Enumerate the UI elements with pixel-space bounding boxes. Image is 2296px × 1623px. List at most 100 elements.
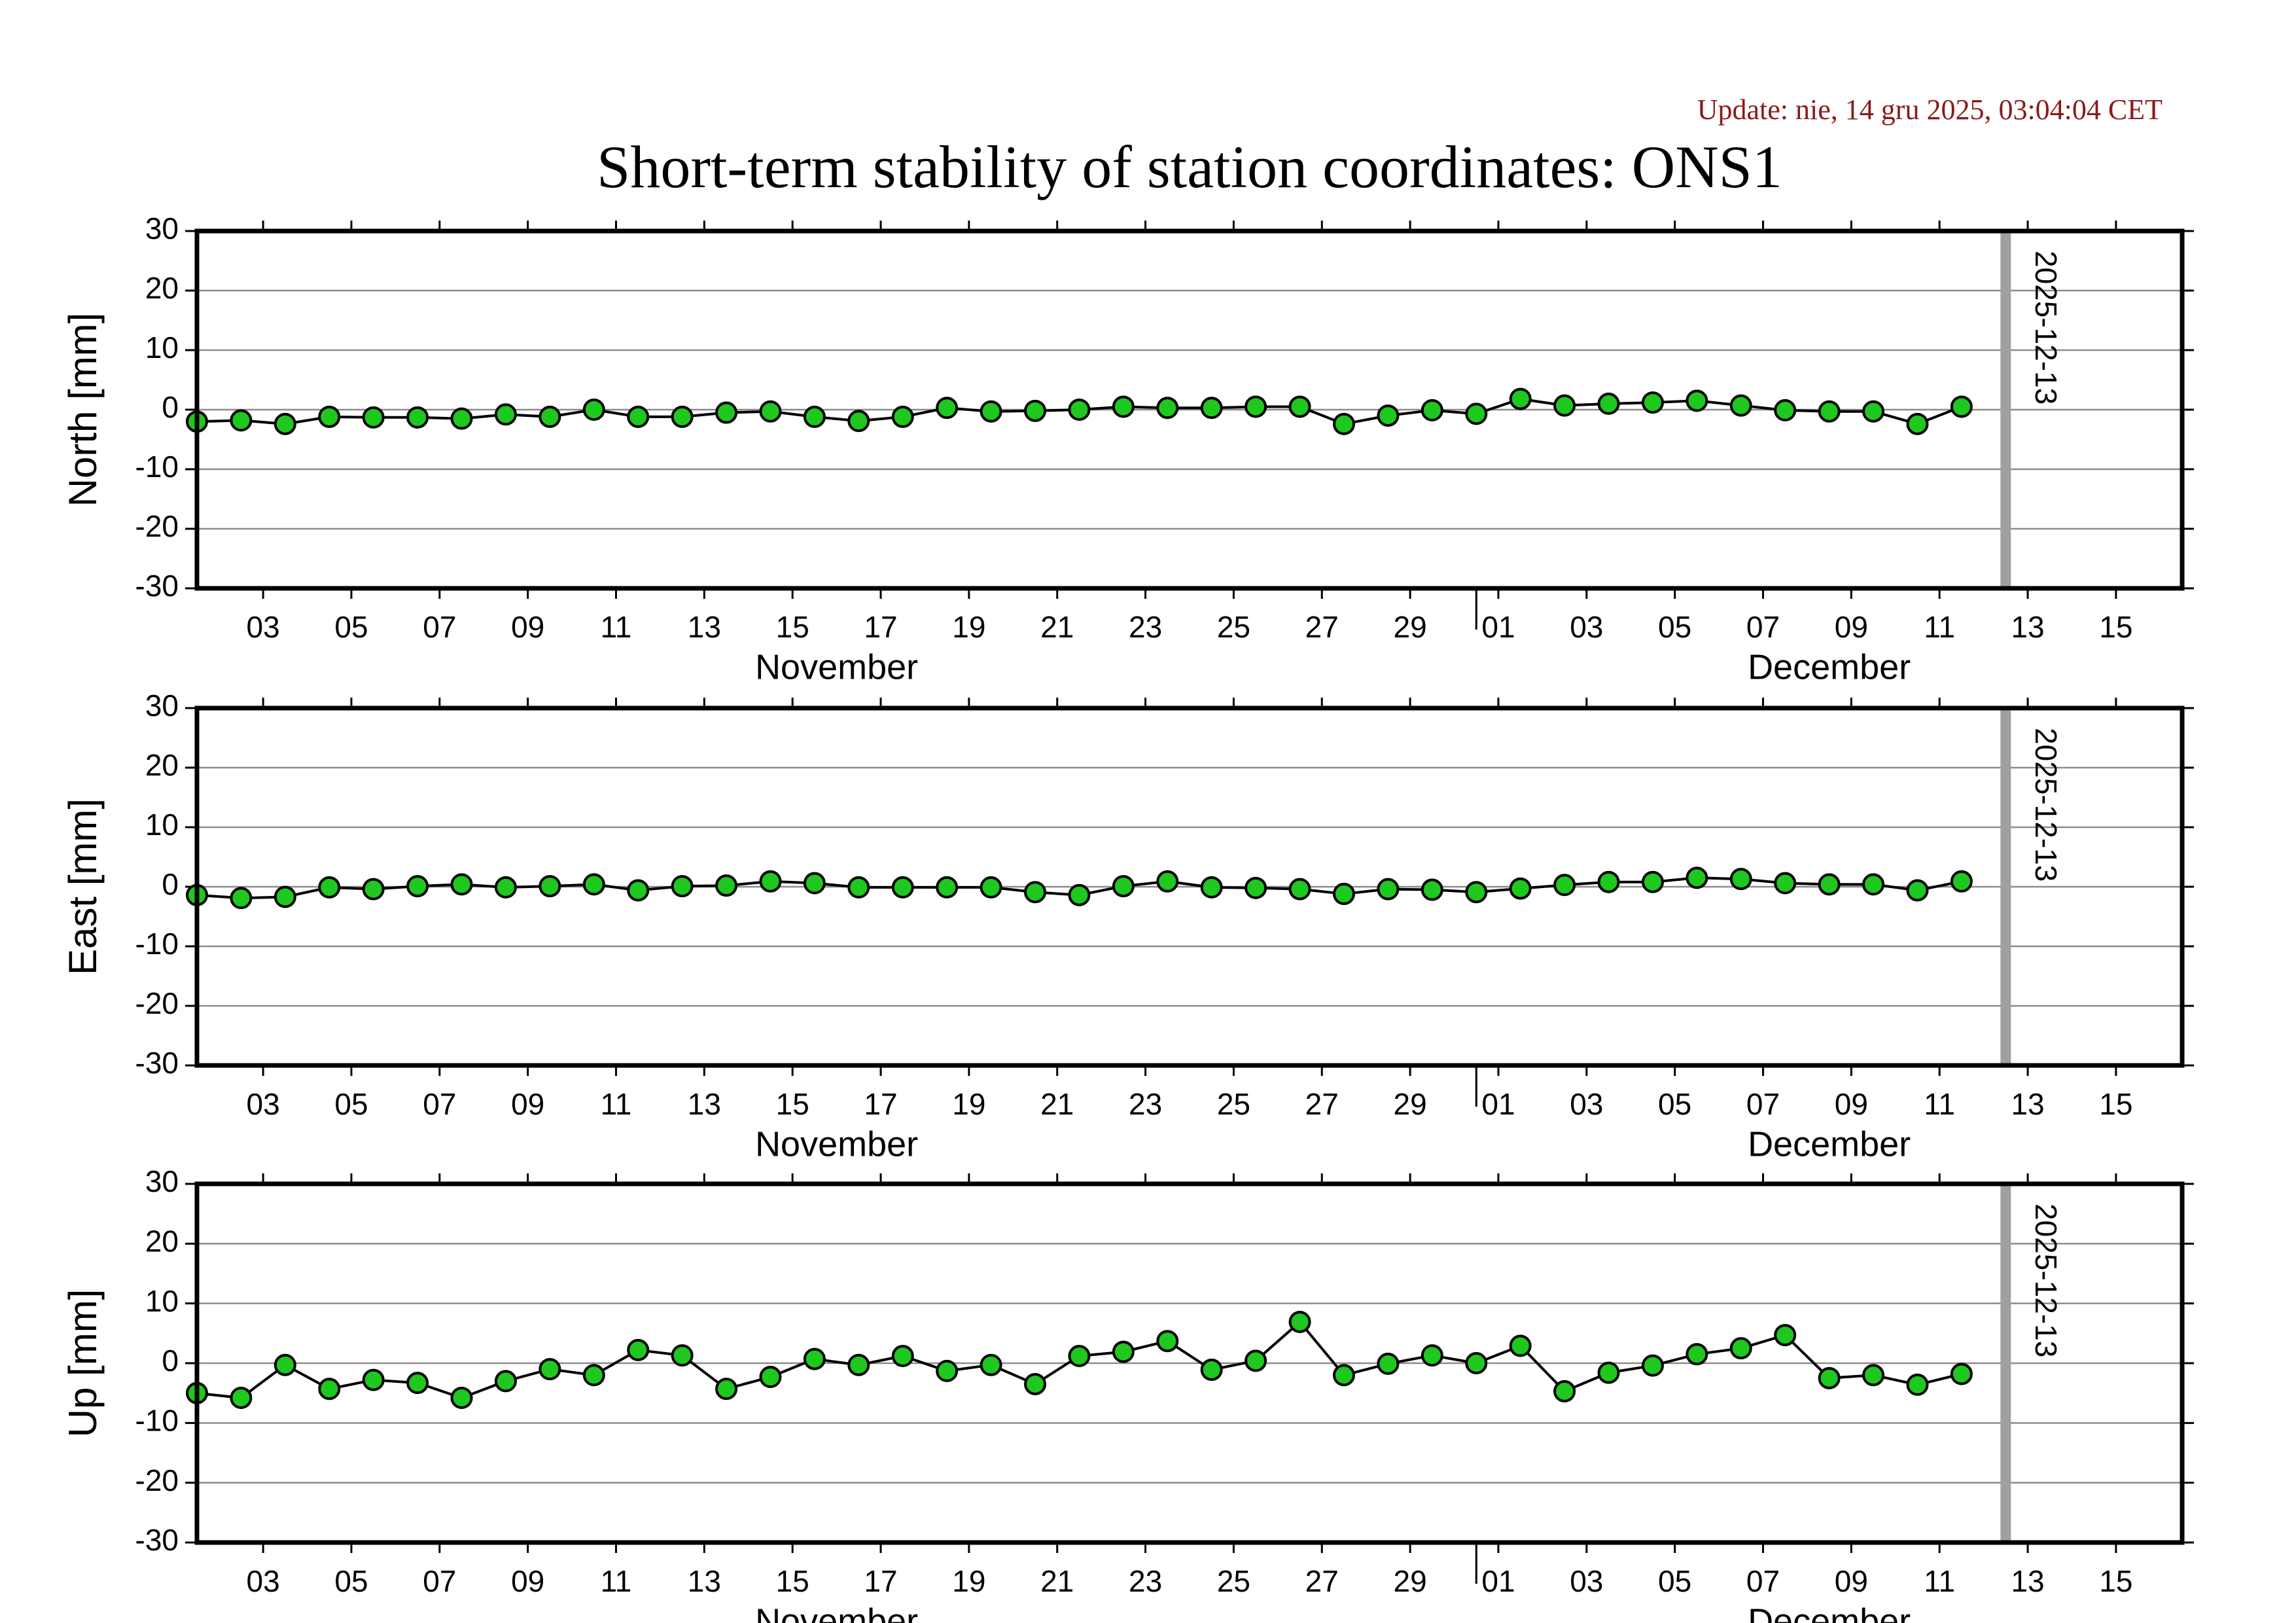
y-tick-label: 0 — [162, 1344, 179, 1378]
plot-frame — [194, 228, 2185, 591]
data-point — [715, 874, 738, 897]
data-point — [1950, 870, 1973, 893]
x-tick-label: 05 — [334, 610, 368, 644]
x-tick-label: 09 — [511, 1087, 544, 1121]
data-point — [715, 401, 738, 424]
plot-frame — [194, 705, 2185, 1068]
data-point — [539, 405, 561, 428]
x-tick-label: 13 — [688, 1087, 721, 1121]
x-tick-label: 29 — [1394, 1564, 1427, 1598]
data-point — [1729, 1337, 1752, 1360]
data-point — [1156, 870, 1179, 893]
data-point — [1686, 1343, 1708, 1366]
x-tick-label: 05 — [1658, 1087, 1691, 1121]
data-point — [1950, 395, 1973, 418]
x-tick-label: 01 — [1481, 1564, 1515, 1598]
data-point — [1641, 870, 1664, 893]
data-point — [1597, 392, 1620, 415]
data-point — [1597, 870, 1620, 893]
x-tick-label: 13 — [2011, 610, 2044, 644]
x-tick-label: 15 — [2099, 1564, 2132, 1598]
y-tick-label: 10 — [145, 1284, 179, 1318]
reference-label: 2025-12-13 — [2029, 251, 2063, 404]
x-tick-label: 11 — [601, 1087, 632, 1121]
data-point — [1862, 1364, 1885, 1387]
data-point — [1774, 872, 1797, 895]
y-tick-label: 0 — [162, 867, 179, 901]
data-point — [1465, 402, 1488, 425]
data-point — [274, 885, 296, 908]
update-time: Update: nie, 14 gru 2025, 03:04:04 CET — [1697, 94, 2163, 126]
x-tick-label: 13 — [2011, 1087, 2044, 1121]
data-point — [1509, 1334, 1532, 1357]
data-point — [980, 400, 1002, 423]
data-point — [318, 1378, 341, 1400]
y-tick-label: 30 — [145, 688, 179, 722]
data-point — [1288, 878, 1311, 901]
data-point — [1774, 1324, 1797, 1347]
y-tick-label: -30 — [135, 569, 179, 603]
x-tick-label: 09 — [1835, 1564, 1868, 1598]
x-tick-label: 29 — [1394, 1087, 1427, 1121]
data-point — [1377, 878, 1400, 901]
data-point — [1332, 882, 1355, 905]
data-point — [980, 876, 1002, 899]
x-tick-label: 01 — [1481, 610, 1515, 644]
y-tick-label: 30 — [145, 1164, 179, 1198]
data-point — [936, 397, 959, 419]
data-point — [1686, 389, 1708, 412]
x-tick-label: 23 — [1129, 1087, 1162, 1121]
x-tick-label: 11 — [601, 1564, 632, 1598]
data-point — [362, 1368, 385, 1391]
x-tick-label: 07 — [423, 1564, 456, 1598]
data-point — [362, 878, 385, 901]
data-point — [847, 1353, 870, 1376]
data-point — [450, 1386, 473, 1409]
x-tick-label: 01 — [1481, 1087, 1515, 1121]
data-point — [627, 405, 650, 428]
data-point — [1332, 1364, 1355, 1387]
x-tick-label: 17 — [864, 610, 897, 644]
x-tick-label: 03 — [1570, 1564, 1603, 1598]
x-tick-label: 03 — [1570, 610, 1603, 644]
data-point — [1024, 399, 1047, 422]
x-tick-label: 03 — [247, 610, 280, 644]
data-point — [1156, 1330, 1179, 1353]
data-point — [803, 1347, 826, 1370]
y-tick-label: 10 — [145, 808, 179, 842]
data-point — [318, 405, 341, 428]
data-point — [1950, 1363, 1973, 1385]
data-point — [891, 1345, 914, 1368]
x-tick-label: 11 — [1924, 1564, 1955, 1598]
data-point — [1818, 1366, 1841, 1389]
y-tick-label: 0 — [162, 390, 179, 424]
x-tick-label: 27 — [1305, 1564, 1339, 1598]
data-point — [1906, 879, 1929, 902]
y-tick-label: 20 — [145, 271, 179, 305]
y-tick-label: 10 — [145, 330, 179, 365]
data-point — [891, 405, 914, 428]
x-tick-label: 03 — [1570, 1087, 1603, 1121]
y-tick-label: -30 — [135, 1523, 179, 1557]
data-point — [582, 873, 605, 896]
data-point — [1509, 877, 1532, 900]
x-tick-label: 25 — [1217, 1564, 1250, 1598]
data-point — [1245, 1349, 1267, 1372]
y-tick-label: -10 — [135, 450, 179, 484]
month-label: November — [755, 1601, 918, 1623]
data-point — [406, 406, 429, 429]
data-point — [671, 405, 694, 428]
x-tick-label: 09 — [511, 610, 544, 644]
x-tick-label: 09 — [1835, 1087, 1868, 1121]
data-point — [1112, 395, 1135, 418]
x-tick-label: 07 — [1746, 1564, 1780, 1598]
data-point — [1024, 881, 1047, 904]
month-label: November — [755, 647, 918, 687]
y-tick-label: -20 — [135, 509, 179, 543]
data-point — [759, 400, 782, 423]
data-point — [1729, 394, 1752, 417]
data-point — [406, 875, 429, 898]
data-point — [759, 870, 782, 893]
x-tick-label: 15 — [2099, 1087, 2132, 1121]
x-tick-label: 19 — [952, 1564, 985, 1598]
